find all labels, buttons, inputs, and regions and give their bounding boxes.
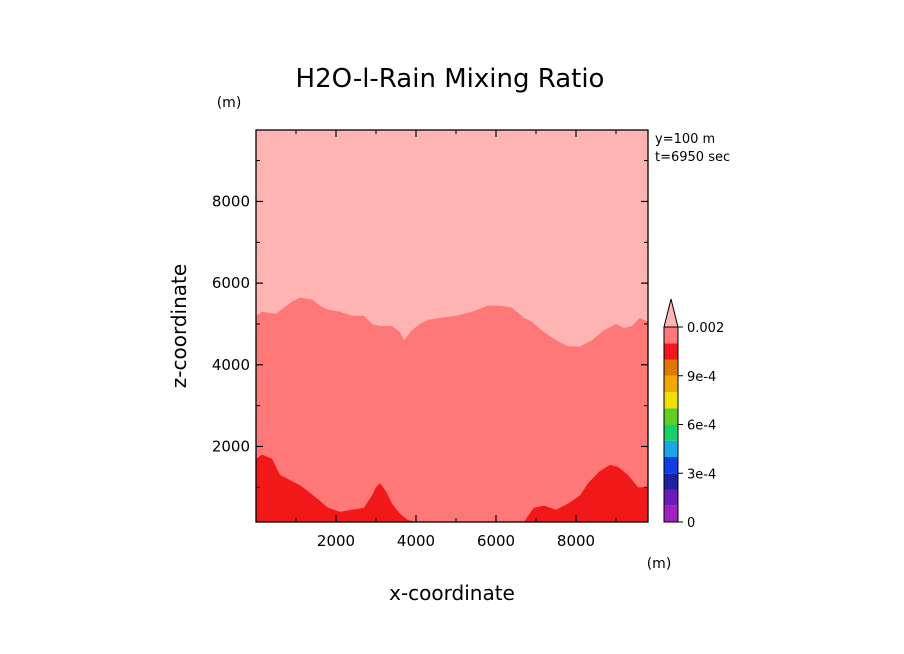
x-axis-ticks: 2000 4000 6000 8000 (295, 130, 617, 550)
y-tick-label: 4000 (212, 356, 250, 374)
y-axis-ticks: 2000 4000 6000 8000 (212, 160, 648, 488)
y-axis-unit: (m) (217, 95, 242, 111)
x-tick-label: 8000 (557, 532, 595, 550)
plot-frame (255, 129, 649, 523)
x-tick-label: 6000 (477, 532, 515, 550)
colorbar-segment (664, 489, 678, 506)
colorbar-tick-label: 9e-4 (687, 370, 716, 385)
annotation-y: y=100 m (655, 132, 715, 147)
y-tick-label: 8000 (212, 192, 250, 210)
colorbar-segment (664, 359, 678, 376)
y-axis-label: z-coordinate (167, 264, 191, 388)
colorbar-segment (664, 327, 678, 344)
colorbar-segment (664, 375, 678, 392)
colorbar-segment (664, 505, 678, 522)
colorbar-tick-label: 3e-4 (687, 467, 716, 482)
x-tick-label: 2000 (317, 532, 355, 550)
x-tick-label: 4000 (397, 532, 435, 550)
region-upper (256, 130, 648, 347)
x-axis-unit: (m) (647, 556, 672, 572)
annotation-t: t=6950 sec (655, 150, 730, 165)
y-tick-label: 6000 (212, 274, 250, 292)
colorbar-segment (664, 408, 678, 425)
region-lower (256, 454, 648, 522)
colorbar-segment (664, 473, 678, 490)
chart-title: H2O-l-Rain Mixing Ratio (296, 64, 605, 94)
y-tick-label: 2000 (212, 437, 250, 455)
colorbar: 0 3e-4 6e-4 9e-4 0.002 (663, 298, 724, 531)
colorbar-extend-arrow (663, 298, 679, 328)
colorbar-tick-label: 0.002 (687, 321, 724, 336)
colorbar-tick-label: 6e-4 (687, 419, 716, 434)
colorbar-segment (664, 392, 678, 409)
colorbar-tick-label: 0 (687, 516, 695, 531)
colorbar-segment (664, 440, 678, 457)
x-axis-label: x-coordinate (389, 581, 515, 605)
plot-area: 2000 4000 6000 8000 2000 4000 6000 8000 (212, 129, 649, 550)
colorbar-segment (664, 343, 678, 360)
colorbar-segment (664, 424, 678, 441)
colorbar-segment (664, 457, 678, 474)
